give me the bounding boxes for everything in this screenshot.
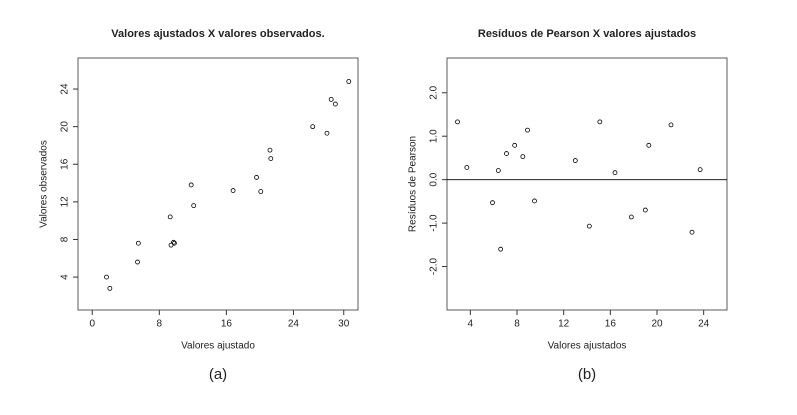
point — [167, 214, 173, 220]
point — [697, 167, 703, 173]
point — [172, 240, 177, 246]
point — [324, 130, 330, 136]
point — [171, 239, 176, 245]
caption: (a) — [209, 366, 227, 383]
y-tick-label: 4 — [60, 274, 71, 280]
point — [258, 189, 264, 194]
y-tick-label: 0.0 — [429, 172, 440, 186]
chart-title: Valores ajustados X valores observados. — [111, 28, 324, 40]
point — [267, 147, 273, 153]
point — [332, 101, 338, 107]
point — [328, 96, 334, 102]
point — [490, 200, 495, 206]
x-tick-label: 24 — [288, 319, 300, 330]
point — [191, 203, 197, 209]
y-tick-label: 16 — [60, 158, 71, 170]
point — [464, 165, 470, 170]
plot-frame — [77, 57, 359, 311]
point — [268, 156, 274, 162]
point — [597, 119, 603, 125]
point — [572, 158, 578, 163]
point — [586, 223, 592, 229]
point — [498, 246, 504, 252]
point — [532, 198, 537, 204]
y-tick-label: 12 — [60, 196, 71, 208]
x-axis-label: Valores ajustados — [548, 341, 627, 352]
y-tick-label: -2.0 — [429, 257, 440, 275]
point — [310, 124, 316, 130]
point — [188, 182, 194, 188]
x-tick-label: 12 — [558, 319, 570, 330]
point — [689, 229, 695, 235]
y-tick-label: 1.0 — [429, 129, 440, 143]
y-tick-label: 2.0 — [429, 85, 440, 99]
x-tick-label: 0 — [89, 319, 95, 330]
point — [455, 119, 460, 125]
chart-title: Resíduos de Pearson X valores ajustados — [478, 28, 696, 40]
y-axis-label: Resíduos de Pearson — [408, 136, 419, 232]
point — [525, 127, 530, 133]
y-axis-label: Valores observados — [39, 140, 50, 228]
point — [104, 274, 109, 280]
x-tick-label: 20 — [651, 319, 663, 330]
x-tick-label: 8 — [157, 319, 163, 330]
point — [612, 170, 618, 176]
point — [107, 285, 113, 291]
point — [628, 214, 634, 220]
y-tick-label: 24 — [60, 83, 71, 95]
point — [504, 151, 509, 156]
point — [254, 175, 259, 180]
x-axis-label: Valores ajustado — [181, 341, 255, 352]
point — [135, 240, 141, 246]
y-tick-label: 8 — [60, 236, 71, 242]
point — [668, 122, 674, 128]
point — [520, 154, 526, 160]
point — [495, 168, 501, 173]
point — [135, 259, 140, 265]
y-tick-label: 20 — [60, 121, 71, 133]
point — [346, 79, 352, 84]
x-tick-label: 30 — [338, 319, 350, 330]
point — [512, 142, 518, 148]
x-tick-label: 8 — [514, 319, 520, 330]
y-tick-label: -1.0 — [429, 214, 440, 232]
x-tick-label: 16 — [221, 319, 233, 330]
x-tick-label: 4 — [468, 319, 474, 330]
point — [230, 188, 236, 193]
point — [642, 207, 648, 213]
point — [646, 142, 652, 148]
x-tick-label: 24 — [698, 319, 710, 330]
caption: (b) — [578, 366, 596, 383]
plot-frame — [446, 57, 728, 311]
x-tick-label: 16 — [605, 319, 617, 330]
